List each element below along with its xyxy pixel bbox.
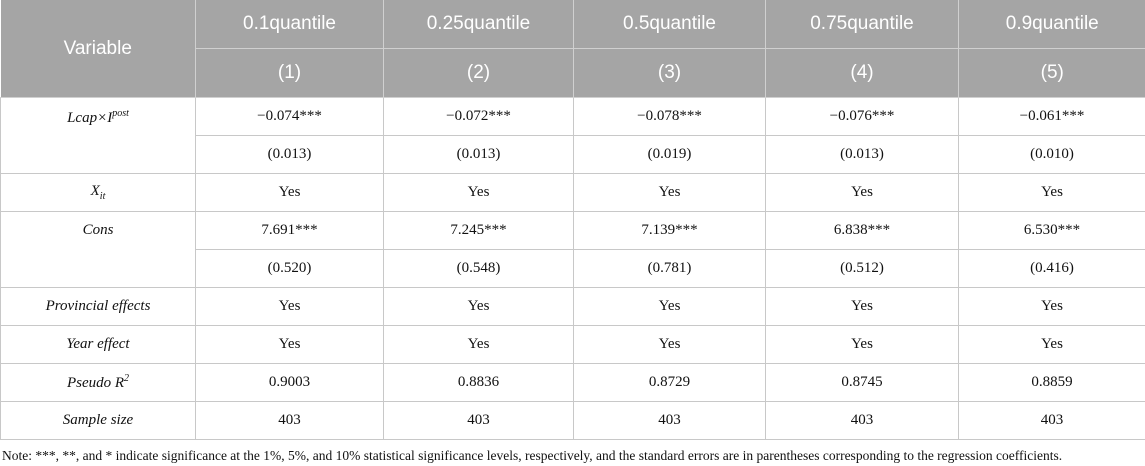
table-header: Variable 0.1quantile 0.25quantile 0.5quanti… (0, 0, 1145, 98)
variable-name: Lcap×I (67, 110, 113, 126)
value-cell: 403 (765, 401, 959, 440)
value-cell: −0.061*** (958, 97, 1145, 136)
variable-cell: Cons (0, 211, 196, 288)
variable-superscript: post (112, 108, 129, 119)
std-error-cell: (0.512) (765, 249, 959, 288)
body-row: (0.520) (0.548) (0.781) (0.512) (0.416) (1, 249, 1145, 288)
header-cell: Variable (0, 0, 196, 98)
body-row: Provincial effects Yes Yes Yes Yes Yes (0, 287, 1145, 326)
std-error-cell: (0.013) (195, 135, 384, 174)
body-row: Xit Yes Yes Yes Yes Yes (0, 173, 1145, 212)
table-body: Lcap×Ipost −0.074*** −0.072*** −0.078*** −0.… (0, 97, 1145, 440)
std-error-cell: (0.019) (573, 135, 766, 174)
model-number: (2) (383, 48, 574, 98)
value-cell: 6.838*** (765, 211, 959, 250)
variable-cell: Pseudo R2 (0, 363, 196, 402)
variable-name: Cons (82, 222, 114, 238)
value-cell: 7.691*** (195, 211, 384, 250)
variable-cell: Provincial effects (0, 287, 196, 326)
std-error-cell: (0.013) (765, 135, 959, 174)
value-cell: Yes (383, 173, 574, 212)
variable-name: Pseudo R (66, 375, 125, 391)
variable-cell: Sample size (0, 401, 196, 440)
value-cell: Yes (573, 325, 766, 364)
body-row: (0.013) (0.013) (0.019) (0.013) (0.010) (1, 135, 1145, 174)
variable-name: Sample size (62, 412, 134, 428)
model-number: (5) (958, 48, 1145, 98)
value-cell: Yes (958, 325, 1145, 364)
value-cell: Yes (958, 173, 1145, 212)
results-table: Variable 0.1quantile 0.25quantile 0.5quanti… (0, 0, 1145, 440)
header-row: Variable 0.1quantile 0.25quantile 0.5quanti… (0, 0, 1145, 98)
variable-name: Provincial effects (45, 298, 151, 314)
variable-superscript: 2 (124, 373, 130, 384)
value-cell: 6.530*** (958, 211, 1145, 250)
value-cell: Yes (383, 325, 574, 364)
variable-cell: Lcap×Ipost (0, 97, 196, 174)
value-cell: −0.078*** (573, 97, 766, 136)
value-cell: 0.9003 (195, 363, 384, 402)
table-note: Note: ***, **, and * indicate significan… (2, 448, 1063, 463)
value-cell: Yes (765, 325, 959, 364)
value-cell: 403 (958, 401, 1145, 440)
value-cell: 0.8745 (765, 363, 959, 402)
value-cell: 0.8836 (383, 363, 574, 402)
value-cell: 403 (573, 401, 766, 440)
value-cell: Yes (958, 287, 1145, 326)
body-row: Lcap×Ipost −0.074*** −0.072*** −0.078*** −0.… (0, 97, 1145, 174)
value-cell: Yes (573, 287, 766, 326)
value-cell: 0.8729 (573, 363, 766, 402)
std-error-cell: (0.781) (573, 249, 766, 288)
std-error-cell: (0.548) (383, 249, 574, 288)
variable-cell: Year effect (0, 325, 196, 364)
value-cell: 7.245*** (383, 211, 574, 250)
std-error-cell: (0.416) (958, 249, 1145, 288)
value-cell: 403 (195, 401, 384, 440)
body-row: Sample size 403 403 403 403 403 (0, 401, 1145, 440)
header-cell: 0.1quantile (195, 0, 384, 49)
header-cell: 0.5quantile (573, 0, 766, 49)
header-cell: 0.75quantile (765, 0, 959, 49)
model-number: (4) (765, 48, 959, 98)
value-cell: Yes (765, 173, 959, 212)
model-number: (3) (573, 48, 766, 98)
value-cell: 403 (383, 401, 574, 440)
variable-name: Year effect (66, 336, 130, 352)
std-error-cell: (0.013) (383, 135, 574, 174)
std-error-cell: (0.010) (958, 135, 1145, 174)
variable-subscript: it (99, 191, 106, 202)
variable-name: X (90, 183, 100, 199)
header-cell: 0.25quantile (383, 0, 574, 49)
header-cell: 0.9quantile (958, 0, 1145, 49)
model-number: (1) (195, 48, 384, 98)
value-cell: Yes (573, 173, 766, 212)
value-cell: Yes (195, 287, 384, 326)
value-cell: Yes (765, 287, 959, 326)
value-cell: Yes (383, 287, 574, 326)
variable-cell: Xit (0, 173, 196, 212)
value-cell: Yes (195, 325, 384, 364)
value-cell: −0.072*** (383, 97, 574, 136)
value-cell: 0.8859 (958, 363, 1145, 402)
value-cell: 7.139*** (573, 211, 766, 250)
value-cell: −0.074*** (195, 97, 384, 136)
std-error-cell: (0.520) (195, 249, 384, 288)
header-row: (1) (2) (3) (4) (5) (1, 48, 1145, 98)
body-row: Pseudo R2 0.9003 0.8836 0.8729 0.8745 0.8859 (0, 363, 1145, 402)
body-row: Cons 7.691*** 7.245*** 7.139*** 6.838*** 6.53… (0, 211, 1145, 288)
value-cell: −0.076*** (765, 97, 959, 136)
value-cell: Yes (195, 173, 384, 212)
body-row: Year effect Yes Yes Yes Yes Yes (0, 325, 1145, 364)
